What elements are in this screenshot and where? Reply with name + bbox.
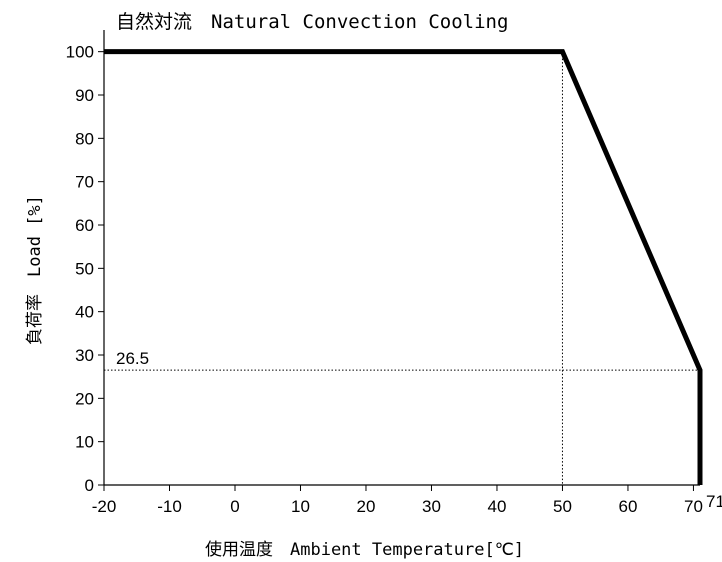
y-tick-label: 100 (66, 43, 94, 62)
y-tick-label: 10 (75, 433, 94, 452)
x-tick-label: -20 (92, 497, 117, 516)
y-tick-label: 70 (75, 173, 94, 192)
y-tick-label: 80 (75, 129, 94, 148)
x-tick-label: 20 (357, 497, 376, 516)
x-tick-label: 60 (618, 497, 637, 516)
derating-line (104, 49, 703, 485)
annotation-71: 71 (706, 492, 722, 511)
y-axis-label: 負荷率 Load [%] (25, 195, 45, 345)
y-tick-label: 60 (75, 216, 94, 235)
plot-area: 0 10 20 30 40 50 60 70 80 90 100 -20 -10 0 10 20 30 40 50 6… (66, 30, 722, 516)
x-axis-label: 使用温度 Ambient Temperature[℃] (205, 539, 524, 560)
x-tick-label: -10 (157, 497, 182, 516)
y-tick-label: 50 (75, 259, 94, 278)
y-tick-label: 90 (75, 86, 94, 105)
x-tick-label: 30 (422, 497, 441, 516)
x-tick-label: 10 (291, 497, 310, 516)
annotation-26-5: 26.5 (116, 349, 149, 368)
x-tick-label: 50 (553, 497, 572, 516)
y-tick-label: 0 (85, 476, 94, 495)
y-tick-label: 40 (75, 303, 94, 322)
y-tick-label: 20 (75, 389, 94, 408)
x-tick-label: 0 (230, 497, 239, 516)
chart-title: 自然対流 Natural Convection Cooling (116, 11, 508, 33)
y-tick-label: 30 (75, 346, 94, 365)
x-tick-label: 70 (684, 497, 703, 516)
x-tick-label: 40 (488, 497, 507, 516)
